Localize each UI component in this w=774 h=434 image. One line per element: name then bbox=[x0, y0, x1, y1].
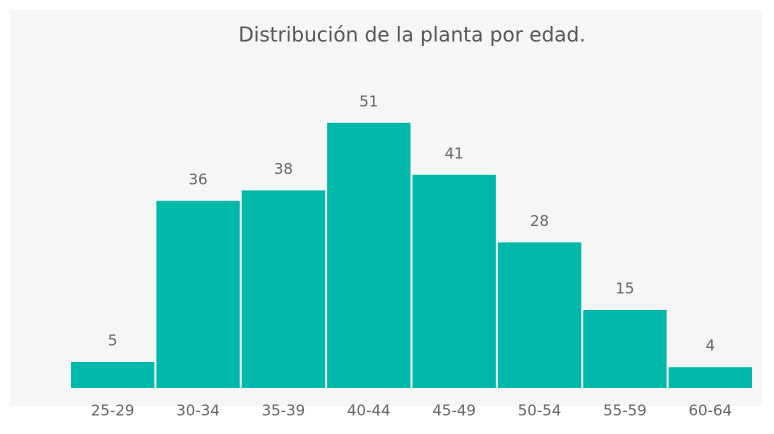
x-tick-label: 60-64 bbox=[689, 402, 733, 420]
x-tick-label: 50-54 bbox=[518, 402, 562, 420]
x-tick-label: 35-39 bbox=[262, 402, 306, 420]
data-label: 4 bbox=[706, 337, 716, 355]
x-tick-label: 25-29 bbox=[91, 402, 135, 420]
bar bbox=[668, 367, 752, 388]
bar bbox=[497, 242, 582, 388]
bar bbox=[241, 190, 326, 388]
data-label: 51 bbox=[359, 92, 378, 110]
x-tick-label: 30-34 bbox=[176, 402, 220, 420]
data-label: 15 bbox=[615, 280, 634, 298]
bar bbox=[327, 122, 411, 389]
x-tick-label: 55-59 bbox=[603, 402, 647, 420]
data-label: 36 bbox=[189, 170, 208, 188]
data-label: 28 bbox=[530, 212, 549, 230]
bar bbox=[71, 362, 155, 388]
bar bbox=[412, 174, 496, 388]
bar bbox=[583, 310, 667, 388]
chart-title: Distribución de la planta por edad. bbox=[238, 23, 585, 47]
x-tick-label: 40-44 bbox=[347, 402, 391, 420]
bar bbox=[156, 200, 240, 388]
x-tick-label: 45-49 bbox=[432, 402, 476, 420]
data-label: 38 bbox=[274, 160, 293, 178]
data-label: 41 bbox=[445, 144, 464, 162]
data-label: 5 bbox=[108, 332, 118, 350]
